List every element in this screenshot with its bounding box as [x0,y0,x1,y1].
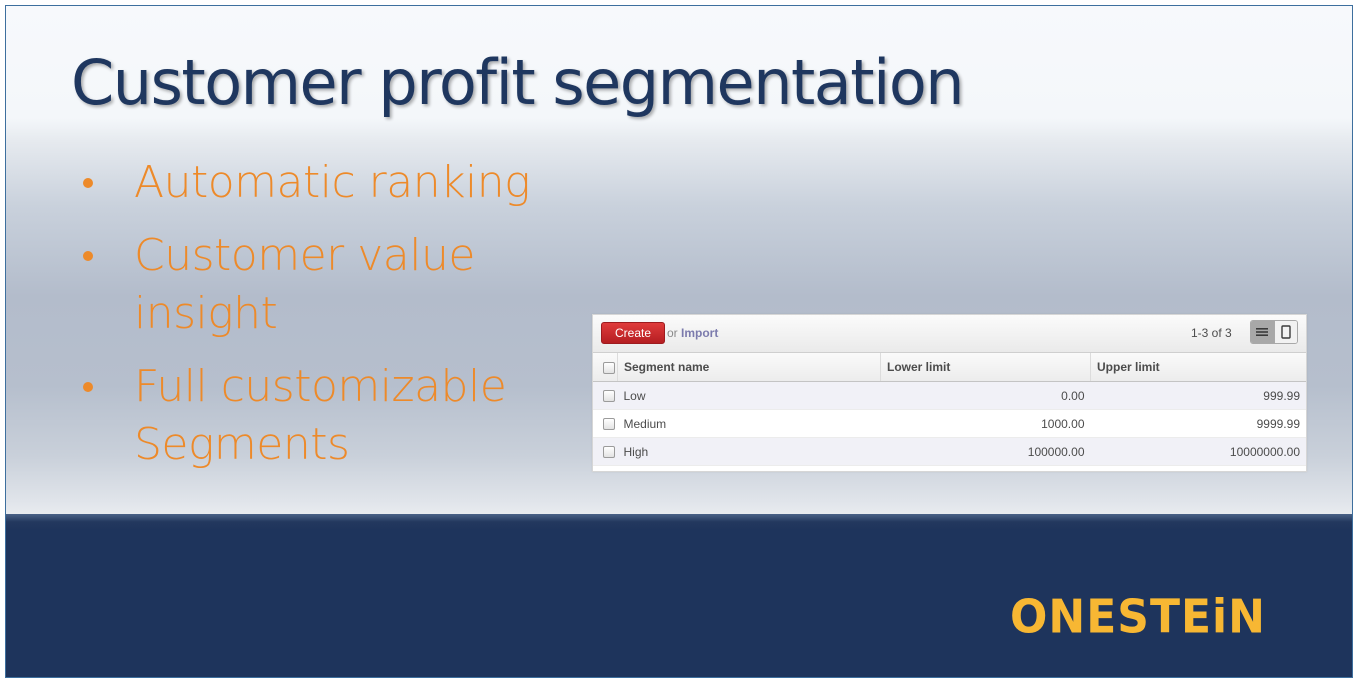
row-select-cell [593,409,618,438]
form-view-icon [1281,325,1291,339]
list-toolbar: Create or Import 1-3 of 3 [593,315,1306,353]
list-view-button[interactable] [1251,321,1274,343]
bullet-dot-icon [83,178,93,188]
onestein-logo: ONESTEiN [1010,590,1266,645]
bullet-item: Full customizable Segments [76,358,576,474]
segment-list-view: Create or Import 1-3 of 3 [592,314,1307,472]
select-all-cell [593,353,618,382]
or-label: or [667,326,678,340]
column-header-upper-limit[interactable]: Upper limit [1090,353,1306,382]
segment-name-cell[interactable]: High [617,437,881,466]
bullet-text: Automatic ranking [134,157,531,208]
lower-limit-cell[interactable]: 1000.00 [880,409,1091,438]
slide: Customer profit segmentation Automatic r… [5,5,1353,678]
upper-limit-cell[interactable]: 9999.99 [1090,409,1306,438]
slide-title: Customer profit segmentation [71,46,965,119]
table-row[interactable]: Low 0.00 999.99 [593,381,1306,410]
bullet-item: Automatic ranking [76,154,576,212]
list-view-icon [1256,328,1269,336]
segment-name-cell[interactable]: Low [617,381,881,410]
bullet-dot-icon [83,382,93,392]
table-row[interactable]: Medium 1000.00 9999.99 [593,409,1306,438]
select-all-checkbox[interactable] [603,361,615,374]
bullet-text: Customer value insight [134,230,475,339]
table-row[interactable]: High 100000.00 10000000.00 [593,437,1306,466]
row-select-cell [593,437,618,466]
pager-counter[interactable]: 1-3 of 3 [1191,326,1232,340]
create-button[interactable]: Create [601,322,666,344]
import-link[interactable]: Import [681,326,719,340]
segment-name-cell[interactable]: Medium [617,409,881,438]
table-header-row: Segment name Lower limit Upper limit [593,353,1306,382]
or-import-text: or Import [667,326,718,340]
view-switcher [1250,320,1298,344]
row-checkbox[interactable] [603,418,615,431]
bullet-list: Automatic ranking Customer value insight… [76,154,576,489]
lower-limit-cell[interactable]: 0.00 [880,381,1091,410]
segment-table: Segment name Lower limit Upper limit Low… [593,353,1306,466]
row-checkbox[interactable] [603,446,615,459]
upper-limit-cell[interactable]: 999.99 [1090,381,1306,410]
row-select-cell [593,381,618,410]
form-view-button[interactable] [1273,321,1297,343]
footer-band [6,514,1352,677]
bullet-item: Customer value insight [76,227,576,343]
row-checkbox[interactable] [603,390,615,403]
column-header-segment-name[interactable]: Segment name [617,353,881,382]
upper-limit-cell[interactable]: 10000000.00 [1090,437,1306,466]
bullet-text: Full customizable Segments [134,361,507,470]
column-header-lower-limit[interactable]: Lower limit [880,353,1091,382]
bullet-dot-icon [83,251,93,261]
lower-limit-cell[interactable]: 100000.00 [880,437,1091,466]
